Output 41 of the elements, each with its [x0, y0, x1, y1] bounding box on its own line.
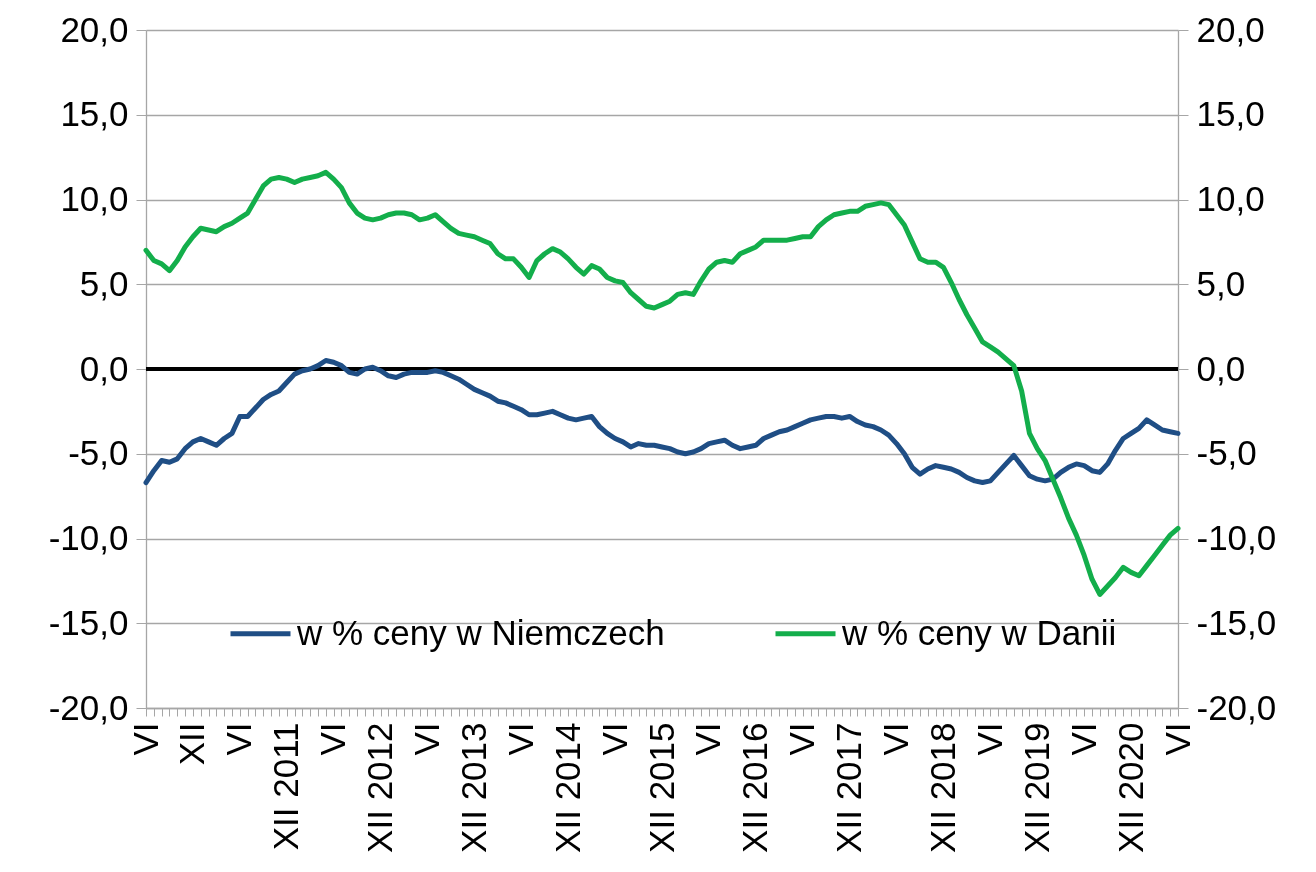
- y-tick-label: 20,0: [60, 9, 129, 49]
- x-tick-label: VI: [594, 722, 634, 756]
- x-tick-label: XII 2015: [641, 722, 681, 853]
- x-tick-label: XII 2020: [1110, 722, 1150, 853]
- y2-tick-label: 5,0: [1196, 263, 1246, 303]
- y2-tick-label: -15,0: [1196, 602, 1277, 642]
- x-tick-label: VI: [688, 722, 728, 756]
- x-tick-label: VI: [969, 722, 1009, 756]
- y2-tick-label: 10,0: [1196, 179, 1265, 218]
- x-tick-label: XII 2019: [1016, 722, 1056, 853]
- x-tick-label: XII 2013: [453, 722, 493, 853]
- legend-label: w % ceny w Danii: [841, 612, 1117, 652]
- x-tick-label: VI: [406, 722, 446, 756]
- y-tick-label: 15,0: [60, 94, 129, 134]
- x-tick-label: VI: [219, 722, 259, 756]
- x-tick-label: VI: [1063, 722, 1103, 756]
- x-tick-label: XII 2016: [735, 722, 775, 853]
- x-tick-label: XII 2011: [266, 722, 306, 851]
- y-tick-label: 10,0: [60, 179, 129, 218]
- x-tick-label: VI: [782, 722, 822, 756]
- y-tick-label: 5,0: [79, 263, 129, 303]
- y2-tick-label: -10,0: [1196, 518, 1277, 557]
- x-tick-label: XII 2017: [829, 722, 869, 853]
- y2-tick-label: -20,0: [1196, 687, 1277, 727]
- x-tick-label: VI: [313, 722, 353, 756]
- x-tick-label: XII 2018: [922, 722, 962, 853]
- y-tick-label: -15,0: [48, 602, 129, 642]
- x-tick-label: VI: [1157, 722, 1197, 756]
- y2-tick-label: 15,0: [1196, 94, 1265, 134]
- x-tick-label: VI: [500, 722, 540, 756]
- x-tick-label: VI: [876, 722, 916, 756]
- x-tick-label: XII 2012: [360, 722, 400, 853]
- y2-tick-label: -5,0: [1196, 433, 1257, 473]
- y2-tick-label: 0,0: [1196, 348, 1246, 388]
- y-tick-label: -10,0: [48, 518, 129, 557]
- legend-label: w % ceny w Niemczech: [296, 612, 665, 652]
- x-tick-label: XII 2014: [547, 722, 587, 853]
- y-tick-label: -5,0: [68, 433, 129, 473]
- y2-tick-label: 20,0: [1196, 9, 1265, 49]
- x-tick-label: XII: [172, 722, 212, 766]
- y-tick-label: 0,0: [79, 348, 129, 388]
